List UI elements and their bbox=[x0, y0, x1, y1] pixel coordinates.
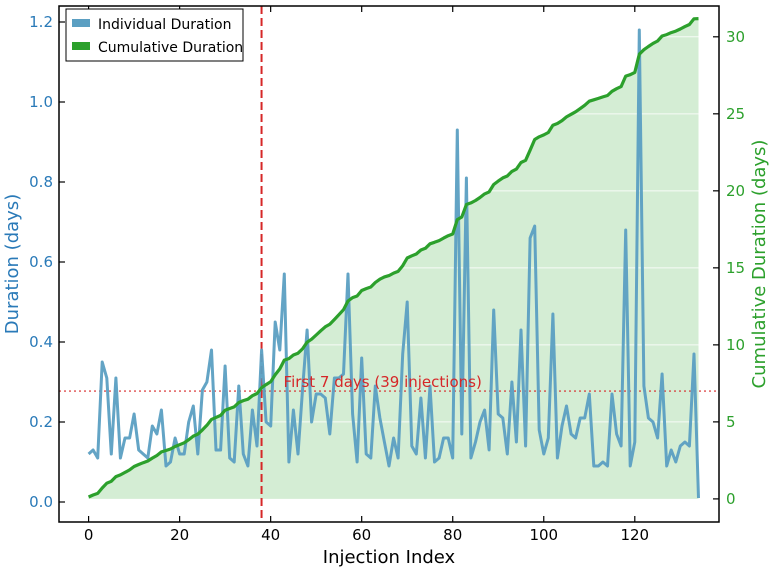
x-tick-label-1: 20 bbox=[170, 526, 189, 544]
y-right-tick-label-3: 15 bbox=[726, 259, 745, 277]
plot-frame bbox=[58, 5, 720, 523]
x-tick-label-4: 80 bbox=[443, 526, 462, 544]
x-tick-label-2: 40 bbox=[261, 526, 280, 544]
x-axis-title: Injection Index bbox=[323, 547, 456, 568]
legend-box bbox=[65, 8, 244, 62]
right-y-axis-title: Cumulative Duration (days) bbox=[749, 140, 770, 389]
y-left-tick-label-4: 0.8 bbox=[29, 173, 53, 191]
y-right-tick-label-6: 30 bbox=[726, 28, 745, 46]
cutoff-lines bbox=[59, 6, 719, 522]
cumulative-duration-line bbox=[87, 17, 699, 499]
cumulative-fill bbox=[88, 18, 699, 499]
cumulative-fill-area bbox=[88, 18, 699, 499]
x-tick-label-3: 60 bbox=[352, 526, 371, 544]
y-right-tick-label-1: 5 bbox=[726, 413, 736, 431]
legend-label-individual: Individual Duration bbox=[98, 17, 231, 33]
left-y-axis-title: Duration (days) bbox=[2, 194, 23, 334]
x-tick-label-5: 100 bbox=[529, 526, 558, 544]
series-lines bbox=[87, 17, 700, 499]
y-left-tick-label-6: 1.2 bbox=[29, 13, 53, 31]
x-tick-label-0: 0 bbox=[84, 526, 94, 544]
legend-swatch-cumulative bbox=[72, 42, 90, 50]
y-left-tick-label-0: 0.0 bbox=[29, 493, 53, 511]
y-right-tick-label-0: 0 bbox=[726, 490, 736, 508]
y-right-tick-label-4: 20 bbox=[726, 182, 745, 200]
legend: Individual Duration Cumulative Duration bbox=[65, 8, 244, 62]
legend-label-cumulative: Cumulative Duration bbox=[98, 40, 243, 56]
legend-swatch-individual bbox=[72, 19, 90, 27]
individual-duration-line bbox=[87, 28, 700, 499]
y-left-tick-label-1: 0.2 bbox=[29, 413, 53, 431]
y-right-tick-label-5: 25 bbox=[726, 105, 745, 123]
y-left-tick-label-5: 1.0 bbox=[29, 93, 53, 111]
cutoff-annotation: First 7 days (39 injections) bbox=[284, 373, 482, 391]
y-left-tick-label-3: 0.6 bbox=[29, 253, 53, 271]
x-tick-label-6: 120 bbox=[620, 526, 649, 544]
y-left-tick-label-2: 0.4 bbox=[29, 333, 53, 351]
y-right-tick-label-2: 10 bbox=[726, 336, 745, 354]
